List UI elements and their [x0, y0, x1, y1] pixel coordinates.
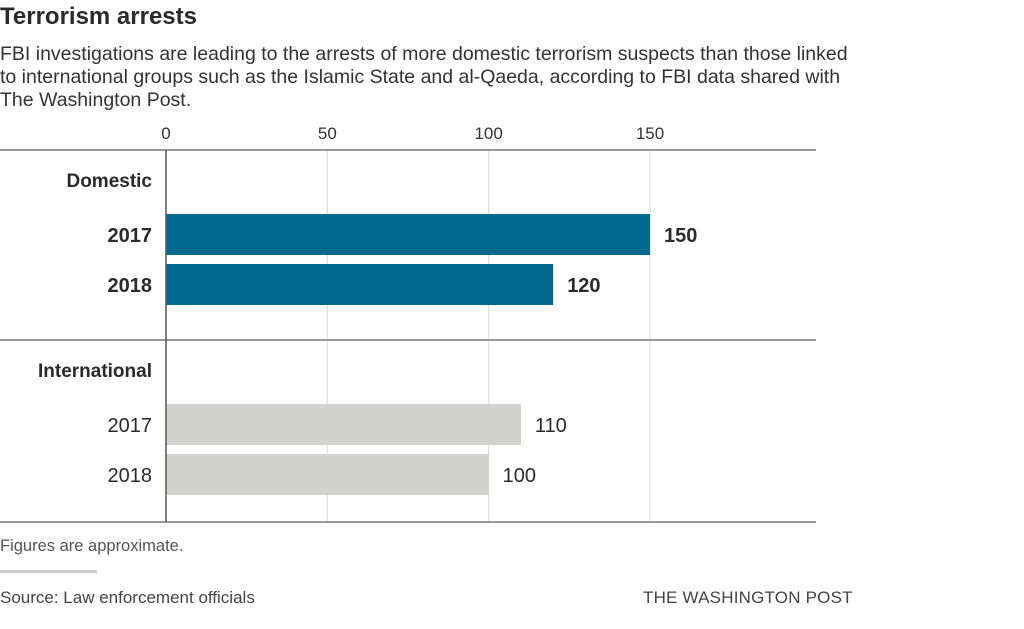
footnote: Figures are approximate.	[0, 537, 184, 555]
category-label: 2017	[108, 225, 153, 247]
chart-subtitle: FBI investigations are leading to the ar…	[0, 43, 848, 111]
data-label: 110	[535, 415, 567, 437]
category-label: 2018	[108, 275, 153, 297]
group-label: International	[38, 361, 152, 382]
data-label: 120	[567, 275, 600, 297]
credit-line: THE WASHINGTON POST	[643, 588, 853, 607]
x-tick-label: 0	[161, 124, 170, 143]
bar	[166, 214, 650, 255]
x-tick-label: 50	[318, 124, 337, 143]
category-label: 2018	[108, 465, 153, 487]
bar	[166, 404, 521, 445]
group-label: Domestic	[66, 171, 152, 192]
data-label: 150	[664, 225, 697, 247]
bar	[166, 264, 554, 305]
x-tick-label: 150	[636, 124, 664, 143]
bar	[166, 454, 489, 495]
chart-title: Terrorism arrests	[0, 3, 197, 30]
source-line: Source: Law enforcement officials	[0, 588, 255, 607]
category-label: 2017	[108, 415, 153, 437]
data-label: 100	[503, 465, 536, 487]
footer-divider	[0, 570, 97, 573]
x-tick-label: 100	[474, 124, 502, 143]
